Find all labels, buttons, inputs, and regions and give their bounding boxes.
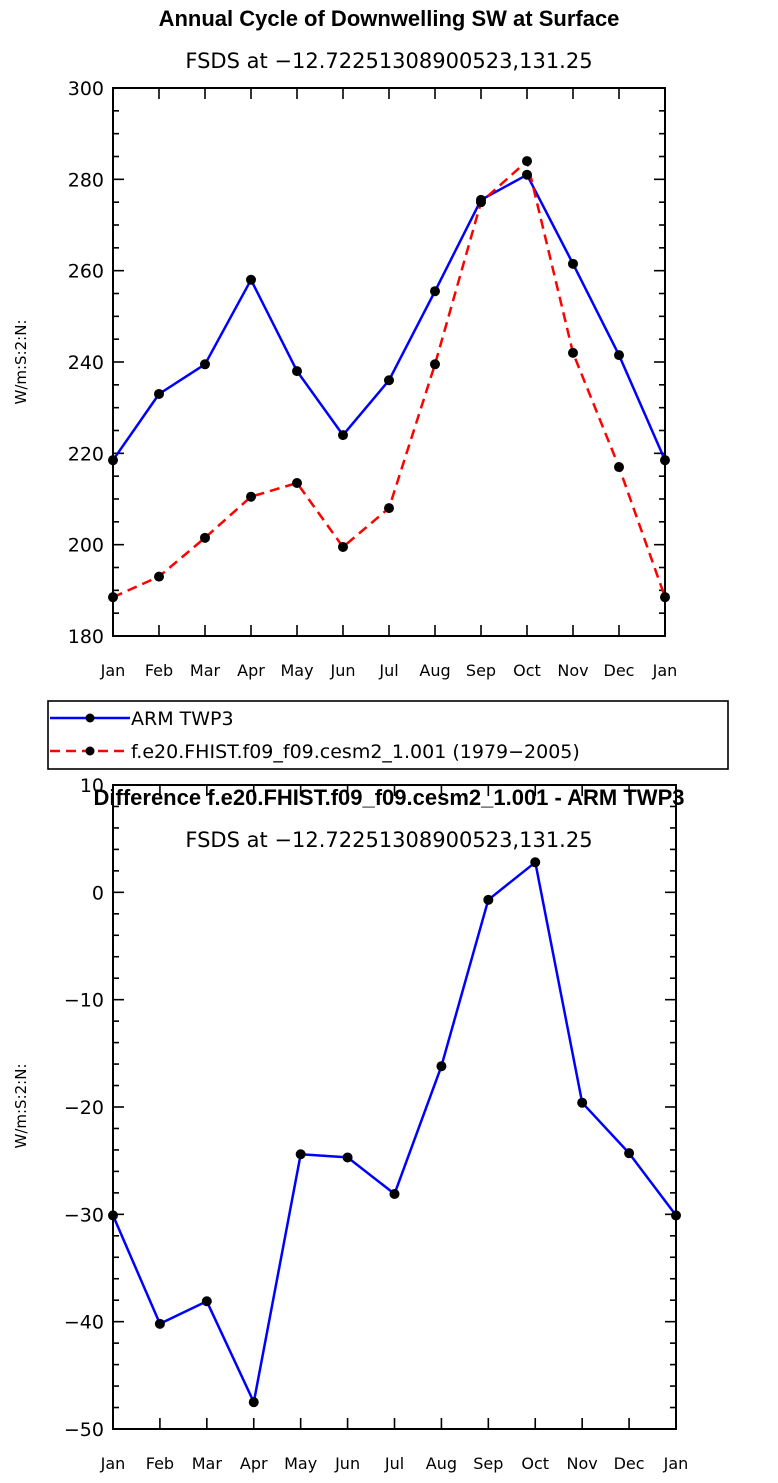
chart1-title: Annual Cycle of Downwelling SW at Surfac… <box>159 6 620 31</box>
chart2-series-0-point <box>483 894 494 905</box>
chart1-series-1-point <box>246 491 256 502</box>
chart1-series-1-point <box>154 571 164 582</box>
chart1-ytick-label: 240 <box>68 352 104 374</box>
chart1-series-0-point <box>660 455 670 466</box>
chart2-ytick-label: −10 <box>64 990 104 1012</box>
chart1-ytick-label: 300 <box>68 78 104 100</box>
chart2-series-0-point <box>530 857 541 868</box>
chart1-series-1-point <box>384 503 394 514</box>
chart1-frame <box>112 87 666 637</box>
chart2-ytick-label: −50 <box>64 1419 104 1441</box>
chart1-series-0-point <box>108 455 118 466</box>
chart1-xtick-label: Dec <box>604 661 635 680</box>
chart1-series-1-point <box>338 541 348 552</box>
chart2-ytick-label: −30 <box>64 1204 104 1226</box>
chart1-xtick-label: Feb <box>145 661 173 680</box>
chart2-xtick-label: Jan <box>100 1454 126 1473</box>
chart1-y-axis-label: W/m:S:2:N: <box>12 320 30 405</box>
chart2-series-0-point <box>624 1148 635 1159</box>
chart2-title: Difference f.e20.FHIST.f09_f09.cesm2_1.0… <box>94 785 685 810</box>
legend: ARM TWP3 f.e20.FHIST.f09_f09.cesm2_1.001… <box>47 700 729 770</box>
panel-annual-cycle: Annual Cycle of Downwelling SW at Surfac… <box>12 6 677 680</box>
legend-label-arm-twp3: ARM TWP3 <box>131 708 234 730</box>
chart1-series-0-point <box>200 359 210 370</box>
chart1-xtick-label: Jan <box>100 661 126 680</box>
chart2-ytick-label: −40 <box>64 1312 104 1334</box>
chart2-xtick-label: Apr <box>240 1454 268 1473</box>
chart1-xtick-label: Jun <box>330 661 356 680</box>
chart2-xtick-label: Feb <box>146 1454 174 1473</box>
chart2-series-0-point <box>248 1397 259 1408</box>
chart1-ytick-label: 280 <box>68 169 104 191</box>
chart2-series-0-point <box>389 1188 400 1199</box>
legend-box <box>47 700 729 770</box>
chart1-series-0-point <box>292 366 302 377</box>
chart1-series-0-point <box>154 388 164 399</box>
chart1-series-1-point <box>476 197 486 208</box>
chart2-xtick-label: Mar <box>192 1454 223 1473</box>
chart1-plot-area: 180 200 220 240 260 280 300 Jan Feb Mar Apr May Jun J… <box>68 78 678 680</box>
chart2-series-0-point <box>154 1318 165 1329</box>
chart1-series-1-point <box>430 359 440 370</box>
chart2-xtick-label: Jan <box>663 1454 689 1473</box>
chart2-xtick-label: Dec <box>614 1454 645 1473</box>
chart2-series-0-point <box>577 1097 588 1108</box>
chart2-series-0-point <box>671 1210 681 1221</box>
chart2-xtick-label: Jul <box>384 1454 404 1473</box>
chart2-xtick-label: Sep <box>473 1454 503 1473</box>
chart1-xtick-label: Jan <box>652 661 678 680</box>
chart1-xtick-label: Jul <box>378 661 398 680</box>
chart2-xtick-label: Nov <box>567 1454 598 1473</box>
chart1-xtick-label: Nov <box>557 661 588 680</box>
chart2-plot-area: −50 −40 −30 −20 −10 0 10 Jan Feb Mar Apr May Jun Jul A… <box>64 775 688 1473</box>
chart2-ytick-label: −20 <box>64 1097 104 1119</box>
chart1-series-0-point <box>522 169 532 180</box>
chart1-series-0-point <box>568 258 578 269</box>
chart2-frame <box>112 784 677 1430</box>
chart2-subtitle: FSDS at −12.72251308900523,131.25 <box>185 828 592 852</box>
chart1-subtitle: FSDS at −12.72251308900523,131.25 <box>185 49 592 73</box>
chart1-series-line-0 <box>111 173 667 461</box>
legend-marker-cesm2 <box>85 746 95 756</box>
chart2-xtick-label: Jun <box>334 1454 360 1473</box>
chart2-y-axis-label: W/m:S:2:N: <box>12 1064 30 1149</box>
chart1-xtick-label: Aug <box>419 661 450 680</box>
chart1-series-0-point <box>246 274 256 285</box>
chart1-series-0-point <box>384 375 394 386</box>
chart2-ytick-label: 0 <box>92 882 104 904</box>
chart1-xtick-label: Sep <box>466 661 496 680</box>
chart1-series-1-point <box>660 592 670 603</box>
chart2-xtick-label: Oct <box>521 1454 549 1473</box>
chart1-xtick-label: Mar <box>190 661 221 680</box>
legend-marker-arm-twp3 <box>85 713 95 723</box>
chart2-series-0-point <box>201 1296 212 1307</box>
chart1-series-1-point <box>108 592 118 603</box>
chart1-xtick-label: May <box>280 661 313 680</box>
chart1-series-0-point <box>430 286 440 297</box>
chart1-series-0-point <box>614 350 624 361</box>
chart2-xtick-label: May <box>284 1454 317 1473</box>
chart1-ytick-label: 260 <box>68 261 104 283</box>
chart1-series-1-point <box>568 347 578 358</box>
chart2-series-line-0 <box>111 861 677 1404</box>
chart2-series-0-point <box>342 1152 353 1163</box>
chart1-xtick-label: Apr <box>237 661 265 680</box>
chart1-series-1-point <box>522 156 532 167</box>
chart1-ytick-label: 200 <box>68 535 104 557</box>
chart1-xtick-label: Oct <box>513 661 541 680</box>
chart1-series-1-point <box>200 532 210 543</box>
chart1-series-1-point <box>292 478 302 489</box>
chart1-series-0-point <box>338 430 348 441</box>
chart2-series-0-point <box>295 1149 306 1160</box>
chart1-series-1-point <box>614 462 624 473</box>
chart2-series-0-point <box>108 1210 118 1221</box>
legend-label-cesm2: f.e20.FHIST.f09_f09.cesm2_1.001 (1979−20… <box>131 741 580 763</box>
chart1-ytick-label: 220 <box>68 443 104 465</box>
chart2-ytick-label: 10 <box>80 775 104 797</box>
chart2-series-0-point <box>436 1061 447 1072</box>
panel-difference: Difference f.e20.FHIST.f09_f09.cesm2_1.0… <box>12 775 688 1473</box>
chart2-xtick-label: Aug <box>426 1454 457 1473</box>
chart1-ytick-label: 180 <box>68 626 104 648</box>
